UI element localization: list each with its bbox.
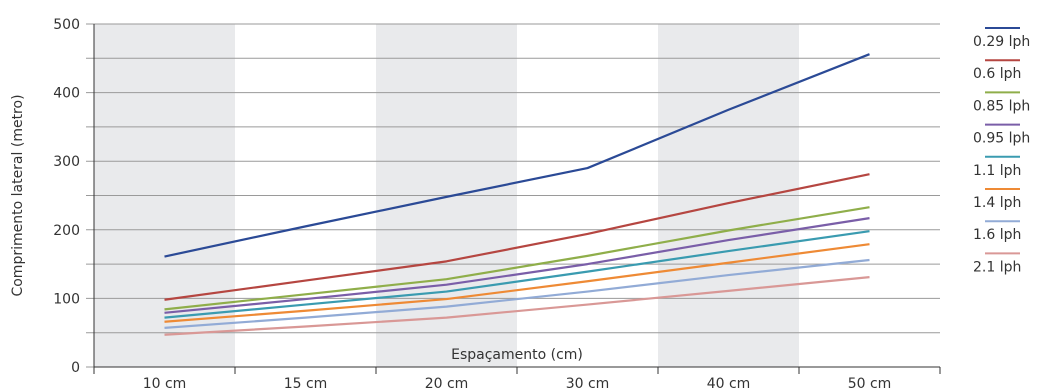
legend-label: 0.95 lph xyxy=(973,131,1030,147)
x-tick-label: 10 cm xyxy=(143,376,187,390)
y-tick-label: 300 xyxy=(53,154,80,170)
series-line-8 xyxy=(164,276,870,336)
legend: 0.29 lph 0.6 lph 0.85 lph 0.95 lph 1.1 lph 1.… xyxy=(973,27,1030,275)
series-line-7 xyxy=(164,258,870,329)
legend-label: 2.1 lph xyxy=(973,259,1021,275)
legend-label: 0.6 lph xyxy=(973,66,1021,82)
series-lines xyxy=(164,53,870,336)
y-tick-label: 0 xyxy=(71,360,80,376)
y-tick-label: 200 xyxy=(53,223,80,239)
x-tick-label: 15 cm xyxy=(284,376,328,390)
series-line-4 xyxy=(164,217,870,314)
series-line-1 xyxy=(164,53,870,258)
legend-label: 0.85 lph xyxy=(973,98,1030,114)
y-tick-label: 100 xyxy=(53,291,80,307)
legend-label: 1.4 lph xyxy=(973,195,1021,211)
series-line-5 xyxy=(164,230,870,319)
legend-label: 1.6 lph xyxy=(973,227,1021,243)
y-tick-label: 400 xyxy=(53,86,80,102)
axes: 0 100 200 300 400 500 10 cm 15 cm 20 cm 30 cm 40 c… xyxy=(53,17,941,390)
x-tick-label: 50 cm xyxy=(848,376,892,390)
y-axis-title: Comprimento lateral (metro) xyxy=(10,94,26,296)
series-line-3 xyxy=(164,206,870,311)
x-axis-title: Espaçamento (cm) xyxy=(451,347,583,363)
x-tick-label: 40 cm xyxy=(707,376,751,390)
series-line-6 xyxy=(164,243,870,323)
series-line-2 xyxy=(164,173,870,301)
x-tick-label: 30 cm xyxy=(566,376,610,390)
x-tick-label: 20 cm xyxy=(425,376,469,390)
legend-label: 1.1 lph xyxy=(973,163,1021,179)
y-tick-label: 500 xyxy=(53,17,80,33)
legend-label: 0.29 lph xyxy=(973,34,1030,50)
